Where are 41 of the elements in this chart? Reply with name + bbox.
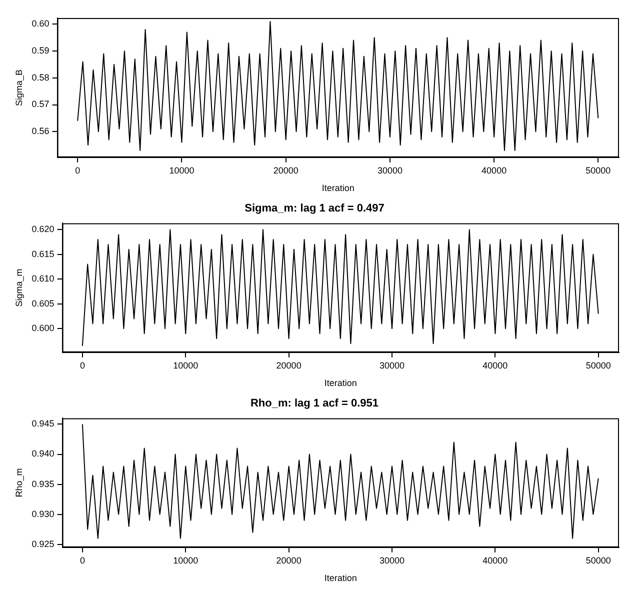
y-tick-label: 0.935 xyxy=(32,478,54,489)
x-tick-label: 40000 xyxy=(482,360,508,370)
y-tick-label: 0.58 xyxy=(32,72,50,82)
x-tick-label: 40000 xyxy=(482,555,508,566)
chart-title: Sigma_m: lag 1 acf = 0.497 xyxy=(244,202,384,215)
y-axis-title: Rho_m xyxy=(14,468,24,498)
x-tick-label: 10000 xyxy=(173,360,198,370)
chart-title: Rho_m: lag 1 acf = 0.951 xyxy=(250,398,379,410)
y-tick-label: 0.605 xyxy=(32,298,54,308)
y-tick-label: 0.925 xyxy=(32,538,54,549)
x-tick-label: 30000 xyxy=(379,555,405,566)
x-tick-label: 30000 xyxy=(377,165,402,176)
x-tick-label: 40000 xyxy=(482,165,507,176)
x-tick-label: 20000 xyxy=(273,165,298,176)
x-axis-title: Iteration xyxy=(322,183,354,194)
x-tick-label: 0 xyxy=(80,360,85,370)
x-tick-label: 20000 xyxy=(276,555,302,566)
y-tick-label: 0.57 xyxy=(32,99,50,110)
y-tick-label: 0.945 xyxy=(32,418,54,429)
x-tick-label: 10000 xyxy=(169,165,194,176)
x-tick-label: 0 xyxy=(80,555,85,566)
y-tick-label: 0.60 xyxy=(32,18,50,29)
x-tick-label: 50000 xyxy=(586,360,611,370)
x-tick-label: 0 xyxy=(75,165,80,176)
y-tick-label: 0.615 xyxy=(32,248,54,259)
y-tick-label: 0.59 xyxy=(32,46,50,56)
y-axis-title: Sigma_B xyxy=(14,69,24,106)
x-tick-label: 10000 xyxy=(173,555,198,566)
x-tick-label: 50000 xyxy=(586,165,611,176)
y-tick-label: 0.620 xyxy=(32,224,54,234)
y-tick-label: 0.610 xyxy=(32,274,54,284)
y-tick-label: 0.940 xyxy=(32,448,54,459)
y-tick-label: 0.56 xyxy=(32,126,50,136)
y-tick-label: 0.600 xyxy=(32,323,54,334)
y-axis-title: Sigma_m xyxy=(14,268,24,307)
x-axis-title: Iteration xyxy=(324,378,357,388)
x-axis-title: Iteration xyxy=(324,573,357,584)
x-tick-label: 20000 xyxy=(276,360,302,370)
x-tick-label: 50000 xyxy=(586,555,611,566)
x-tick-label: 30000 xyxy=(379,360,405,370)
y-tick-label: 0.930 xyxy=(32,508,54,519)
